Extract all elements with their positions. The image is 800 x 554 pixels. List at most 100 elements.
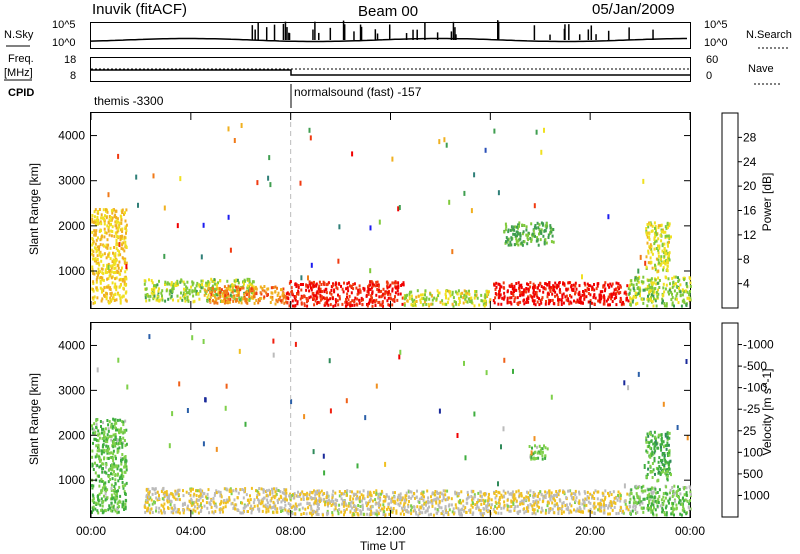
velocity-cell xyxy=(498,491,501,495)
power-cell xyxy=(657,292,660,296)
velocity-cell xyxy=(369,507,372,511)
velocity-cell xyxy=(648,441,651,445)
power-cell xyxy=(99,281,102,285)
power-cell xyxy=(639,292,641,296)
velocity-cell xyxy=(367,490,369,494)
velocity-cell xyxy=(94,501,97,505)
velocity-cell xyxy=(374,502,377,506)
power-cell xyxy=(252,280,255,284)
velocity-cell xyxy=(96,463,99,467)
velocity-cell xyxy=(636,502,639,506)
power-cell xyxy=(506,238,509,242)
power-cell xyxy=(610,295,613,299)
power-cell xyxy=(619,285,622,289)
velocity-cell xyxy=(657,501,660,504)
power-cell xyxy=(294,295,297,299)
velocity-cell xyxy=(316,502,319,505)
power-cell xyxy=(183,288,186,292)
velocity-cell xyxy=(454,492,457,496)
power-cell xyxy=(666,226,669,230)
velocity-cell xyxy=(172,508,175,512)
power-cell xyxy=(281,288,283,292)
power-cell xyxy=(213,282,216,286)
velocity-cell xyxy=(440,512,443,515)
power-cell xyxy=(288,281,291,285)
velocity-cell xyxy=(622,511,625,515)
power-cell xyxy=(232,288,235,292)
nsky-tick-bottom: 10^0 xyxy=(52,37,76,49)
power-cell xyxy=(116,217,119,221)
power-cell xyxy=(647,225,650,229)
velocity-cell xyxy=(98,479,101,483)
power-cell xyxy=(531,232,534,236)
velocity-cell xyxy=(565,507,568,511)
power-cell xyxy=(232,299,235,303)
velocity-cell xyxy=(502,426,505,432)
power-cell xyxy=(483,304,486,308)
velocity-cell xyxy=(144,500,147,504)
velocity-cell xyxy=(112,465,115,469)
velocity-cell xyxy=(613,496,616,500)
power-cell xyxy=(227,286,230,290)
power-cell xyxy=(346,295,348,299)
velocity-cell xyxy=(123,490,126,494)
power-cell xyxy=(318,284,321,288)
velocity-cell xyxy=(422,490,425,494)
power-cell xyxy=(520,283,523,287)
power-cell xyxy=(513,299,516,303)
power-cell xyxy=(410,294,413,298)
power-cell xyxy=(94,223,97,227)
velocity-cell xyxy=(532,508,534,512)
velocity-cell xyxy=(664,491,667,495)
velocity-cell xyxy=(112,459,115,463)
velocity-cell xyxy=(634,508,637,511)
velocity-cell xyxy=(318,489,320,493)
xtick-label: 16:00 xyxy=(475,524,505,538)
power-cell xyxy=(203,288,206,292)
power-cell xyxy=(234,297,237,301)
power-cell xyxy=(103,235,106,239)
velocity-cell xyxy=(427,513,430,517)
power-cell xyxy=(538,227,541,231)
velocity-cell xyxy=(654,449,657,453)
velocity-cell xyxy=(473,411,476,417)
power-cell xyxy=(451,249,454,255)
velocity-cell xyxy=(388,512,391,516)
velocity-cell xyxy=(92,484,95,488)
power-cell xyxy=(466,291,469,295)
velocity-cell xyxy=(399,349,402,355)
velocity-cell xyxy=(556,504,559,508)
velocity-cell xyxy=(513,506,516,510)
velocity-cell xyxy=(532,500,535,503)
power-cell xyxy=(635,282,638,286)
power-cell xyxy=(338,224,341,230)
power-cell xyxy=(657,249,660,253)
power-cell xyxy=(158,298,161,302)
velocity-cell xyxy=(458,492,461,495)
velocity-cell xyxy=(145,495,148,499)
power-cell xyxy=(114,277,117,281)
velocity-cell xyxy=(165,493,168,496)
velocity-cell xyxy=(272,511,275,515)
power-cell xyxy=(561,293,564,297)
power-cell xyxy=(368,301,370,305)
power-cell xyxy=(325,296,328,300)
velocity-cell xyxy=(541,447,544,451)
power-cell xyxy=(504,222,507,226)
power-cell xyxy=(186,298,189,302)
velocity-cell xyxy=(670,473,672,477)
velocity-cell xyxy=(401,506,403,510)
velocity-cell xyxy=(652,512,654,516)
power-cell xyxy=(113,208,115,212)
velocity-cell xyxy=(116,464,119,468)
power-cell xyxy=(92,280,95,284)
power-cell xyxy=(660,223,663,227)
velocity-cell xyxy=(233,504,236,508)
velocity-cell xyxy=(460,501,463,505)
power-cell xyxy=(337,258,340,264)
velocity-cell xyxy=(309,511,312,515)
power-cell xyxy=(647,279,650,283)
power-cell xyxy=(533,232,536,236)
power-cell xyxy=(633,289,636,292)
power-colorbar-tick-label: 16 xyxy=(743,204,757,218)
